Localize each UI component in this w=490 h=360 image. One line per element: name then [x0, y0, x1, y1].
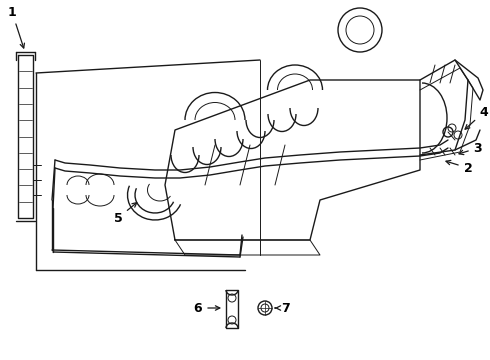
Text: 5: 5 [114, 203, 137, 225]
Text: 7: 7 [275, 302, 290, 315]
Text: 3: 3 [459, 141, 482, 154]
Text: 6: 6 [194, 302, 220, 315]
Text: 4: 4 [465, 105, 489, 129]
Text: 1: 1 [8, 5, 24, 48]
Text: 2: 2 [446, 161, 472, 175]
